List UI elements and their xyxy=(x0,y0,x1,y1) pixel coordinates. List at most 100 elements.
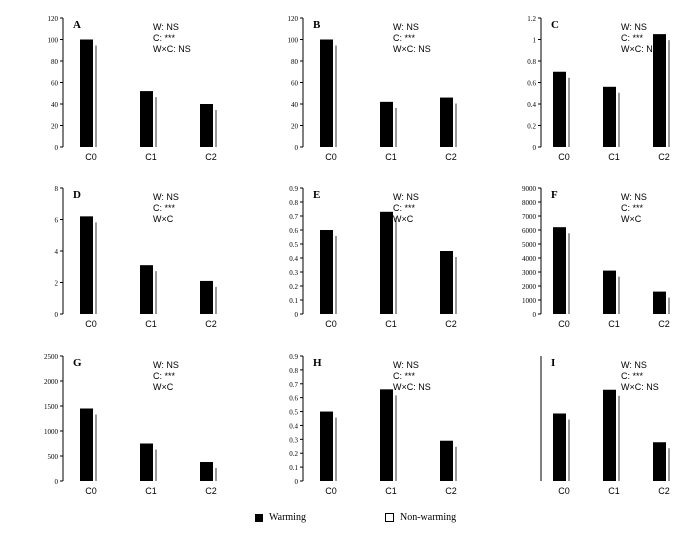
y-tick-label-7-0: 0 xyxy=(295,478,299,486)
stat-label-5-2: W×C xyxy=(621,214,642,224)
y-tick-label-3-1: 2 xyxy=(55,280,59,288)
y-tick-label-4-4: 0.4 xyxy=(289,255,298,263)
y-tick-label-4-6: 0.6 xyxy=(289,227,298,235)
y-tick-label-3-4: 8 xyxy=(55,185,59,193)
stat-label-1-1: C: *** xyxy=(393,33,416,43)
x-tick-label-0-1: C1 xyxy=(145,152,157,162)
y-tick-label-7-4: 0.4 xyxy=(289,422,298,430)
y-tick-label-5-0: 0 xyxy=(533,311,537,319)
y-tick-label-0-1: 20 xyxy=(51,123,59,131)
panel-label-1: B xyxy=(313,19,321,31)
stat-label-8-0: W: NS xyxy=(621,360,647,370)
legend: Warming Non-warming xyxy=(255,512,555,528)
y-tick-label-1-4: 80 xyxy=(291,58,299,66)
y-tick-label-4-1: 0.1 xyxy=(289,297,298,305)
y-tick-label-4-0: 0 xyxy=(295,311,299,319)
x-tick-label-1-1: C1 xyxy=(385,152,397,162)
stat-label-4-2: W×C xyxy=(393,214,414,224)
y-tick-label-7-2: 0.2 xyxy=(289,450,298,458)
legend-item-non-warming: Non-warming xyxy=(385,512,456,523)
stat-label-0-0: W: NS xyxy=(153,22,179,32)
y-tick-label-7-7: 0.7 xyxy=(289,381,298,389)
y-tick-label-0-4: 80 xyxy=(51,58,59,66)
legend-swatch-warming xyxy=(255,513,263,522)
x-tick-label-8-0: C0 xyxy=(558,486,570,496)
x-tick-label-4-0: C0 xyxy=(325,319,337,329)
stat-label-3-2: W×C xyxy=(153,214,174,224)
panel-label-7: H xyxy=(313,357,322,369)
stat-label-3-0: W: NS xyxy=(153,192,179,202)
panel-label-4: E xyxy=(313,189,320,201)
stat-label-2-2: W×C: NS xyxy=(621,44,659,54)
stat-label-4-1: C: *** xyxy=(393,203,416,213)
stat-label-3-1: C: *** xyxy=(153,203,176,213)
bar-0-2 xyxy=(200,104,213,147)
y-tick-label-7-6: 0.6 xyxy=(289,395,298,403)
y-tick-label-0-3: 60 xyxy=(51,80,59,88)
panel-label-8: I xyxy=(551,357,555,369)
bar-6-0 xyxy=(80,408,93,481)
stat-label-7-2: W×C: NS xyxy=(393,382,431,392)
y-tick-label-4-9: 0.9 xyxy=(289,185,298,193)
y-tick-label-1-6: 120 xyxy=(288,15,299,23)
bar-6-1 xyxy=(140,443,153,481)
stat-label-2-0: W: NS xyxy=(621,22,647,32)
stat-label-8-2: W×C: NS xyxy=(621,382,659,392)
x-tick-label-7-0: C0 xyxy=(325,486,337,496)
bar-5-1 xyxy=(603,270,616,314)
panel-label-5: F xyxy=(551,189,558,201)
stat-label-5-1: C: *** xyxy=(621,203,644,213)
y-tick-label-7-1: 0.1 xyxy=(289,464,298,472)
panel-label-2: C xyxy=(551,19,559,31)
bar-8-2 xyxy=(653,442,666,481)
y-tick-label-1-3: 60 xyxy=(291,80,299,88)
y-tick-label-7-5: 0.5 xyxy=(289,409,298,417)
stat-label-1-0: W: NS xyxy=(393,22,419,32)
bar-8-1 xyxy=(603,389,616,481)
x-tick-label-2-1: C1 xyxy=(608,152,620,162)
x-tick-label-5-0: C0 xyxy=(558,319,570,329)
stat-label-5-0: W: NS xyxy=(621,192,647,202)
panel-label-0: A xyxy=(73,19,81,31)
stat-label-4-0: W: NS xyxy=(393,192,419,202)
x-tick-label-0-2: C2 xyxy=(205,152,217,162)
x-tick-label-8-2: C2 xyxy=(658,486,670,496)
x-tick-label-4-2: C2 xyxy=(445,319,457,329)
y-tick-label-2-3: 0.6 xyxy=(527,80,536,88)
y-tick-label-2-5: 1 xyxy=(533,37,537,45)
stat-label-6-0: W: NS xyxy=(153,360,179,370)
bar-2-0 xyxy=(553,71,566,147)
y-tick-label-3-0: 0 xyxy=(55,311,59,319)
bar-5-2 xyxy=(653,291,666,314)
y-tick-label-4-3: 0.3 xyxy=(289,269,298,277)
bar-4-0 xyxy=(320,230,333,314)
y-tick-label-1-2: 40 xyxy=(291,101,299,109)
stat-label-0-1: C: *** xyxy=(153,33,176,43)
y-tick-label-2-2: 0.4 xyxy=(527,101,536,109)
y-tick-label-7-3: 0.3 xyxy=(289,436,298,444)
x-tick-label-5-2: C2 xyxy=(658,319,670,329)
stat-label-8-1: C: *** xyxy=(621,371,644,381)
x-tick-label-3-0: C0 xyxy=(85,319,97,329)
legend-label-non-warming: Non-warming xyxy=(400,512,457,523)
y-tick-label-6-3: 1500 xyxy=(44,403,59,411)
y-tick-label-5-9: 9000 xyxy=(522,185,537,193)
x-tick-label-8-1: C1 xyxy=(608,486,620,496)
y-tick-label-2-6: 1.2 xyxy=(527,15,536,23)
y-tick-label-5-3: 3000 xyxy=(522,269,537,277)
bar-1-2 xyxy=(440,97,453,147)
bar-7-1 xyxy=(380,389,393,481)
y-tick-label-5-4: 4000 xyxy=(522,255,537,263)
x-tick-label-1-0: C0 xyxy=(325,152,337,162)
x-tick-label-2-0: C0 xyxy=(558,152,570,162)
legend-swatch-non-warming xyxy=(385,513,394,522)
y-tick-label-1-1: 20 xyxy=(291,123,299,131)
x-tick-label-1-2: C2 xyxy=(445,152,457,162)
stat-label-6-1: C: *** xyxy=(153,371,176,381)
y-tick-label-6-5: 2500 xyxy=(44,353,59,361)
x-tick-label-4-1: C1 xyxy=(385,319,397,329)
x-tick-label-0-0: C0 xyxy=(85,152,97,162)
stat-label-1-2: W×C: NS xyxy=(393,44,431,54)
x-tick-label-2-2: C2 xyxy=(658,152,670,162)
